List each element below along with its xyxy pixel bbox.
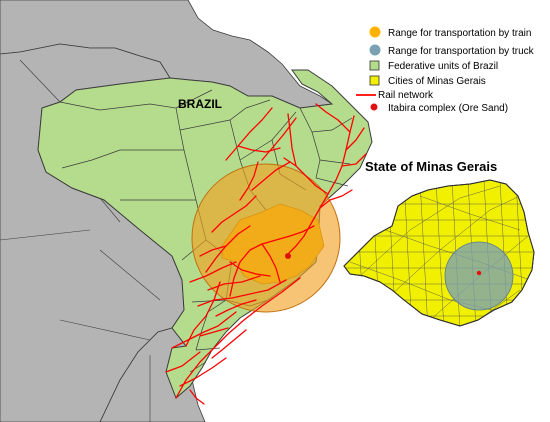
legend-label: Itabira complex (Ore Sand) xyxy=(388,103,508,114)
truck-range-circle xyxy=(444,241,514,311)
inset-minas-gerais: State of Minas Gerais xyxy=(343,159,535,327)
inset-state-shape xyxy=(343,179,535,327)
legend-label: Cities of Minas Gerais xyxy=(388,76,486,87)
legend-label: Rail network xyxy=(378,90,434,101)
legend-item-cities: Cities of Minas Gerais xyxy=(369,75,486,87)
train-range-circle xyxy=(191,163,341,313)
legend-item-itabira: Itabira complex (Ore Sand) xyxy=(370,103,508,114)
inset-state-outline xyxy=(343,179,535,327)
rail-network xyxy=(165,103,367,405)
itabira-marker-main xyxy=(285,253,291,259)
legend: Range for transportation by train Range … xyxy=(356,26,535,114)
legend-item-train-range: Range for transportation by train xyxy=(369,26,531,39)
legend-label: Range for transportation by truck xyxy=(388,46,535,57)
red-dot-icon xyxy=(370,103,378,111)
legend-item-rail-network: Rail network xyxy=(356,90,434,101)
yellow-square-icon xyxy=(369,75,380,86)
legend-label: Range for transportation by train xyxy=(388,28,531,39)
legend-label: Federative units of Brazil xyxy=(388,61,498,72)
itabira-marker-inset xyxy=(476,270,482,276)
inset-title: State of Minas Gerais xyxy=(365,159,497,174)
legend-item-federative-units: Federative units of Brazil xyxy=(369,60,498,72)
green-square-icon xyxy=(369,60,380,71)
orange-dot-icon xyxy=(369,26,381,38)
blue-dot-icon xyxy=(369,44,381,56)
country-label: BRAZIL xyxy=(178,97,222,111)
legend-item-truck-range: Range for transportation by truck xyxy=(369,44,535,57)
